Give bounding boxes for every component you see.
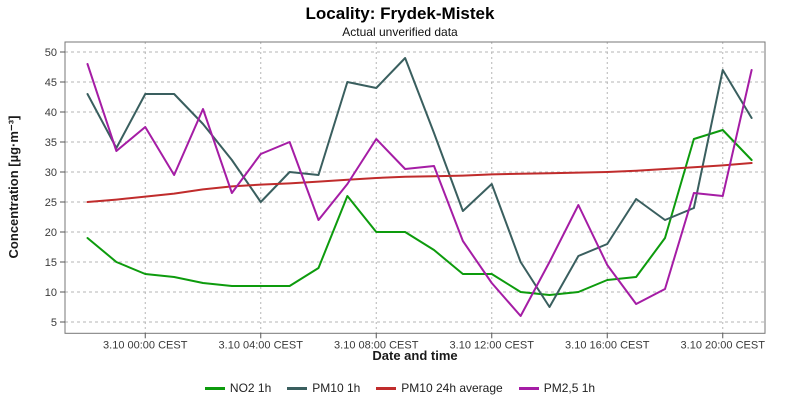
axis-ticks (60, 51, 724, 339)
x-tick-label: 3.10 20:00 CEST (681, 339, 766, 351)
y-tick-label: 20 (45, 227, 57, 239)
x-tick-label: 3.10 12:00 CEST (450, 339, 535, 351)
legend-swatch (287, 386, 308, 390)
x-tick-label: 3.10 00:00 CEST (103, 339, 188, 351)
legend-swatch (518, 386, 539, 390)
y-tick-label: 45 (45, 77, 57, 89)
y-tick-label: 25 (45, 197, 57, 209)
y-tick-label: 40 (45, 107, 57, 119)
series-lines (86, 57, 753, 317)
chart-subtitle: Actual unverified data (342, 25, 458, 39)
y-tick-label: 35 (45, 137, 57, 149)
y-tick-label: 15 (45, 257, 57, 269)
x-tick-label: 3.10 16:00 CEST (565, 339, 650, 351)
legend-label: PM2,5 1h (543, 381, 596, 395)
legend: NO2 1h PM10 1h PM10 24h average PM2,5 1h (0, 379, 800, 397)
x-tick-label: 3.10 04:00 CEST (219, 339, 304, 351)
y-tick-label: 10 (45, 287, 57, 299)
series-line-pm10-24h-average (86, 162, 753, 203)
legend-label: PM10 24h average (401, 381, 503, 395)
legend-item: NO2 1h (204, 381, 272, 395)
y-tick-label: 5 (51, 317, 57, 329)
series-line-no2-1h (86, 129, 753, 296)
y-tick-label: 50 (45, 47, 57, 59)
chart-title: Locality: Frydek-Mistek (306, 4, 495, 23)
legend-item: PM2,5 1h (518, 381, 596, 395)
series-line-pm2-5-1h (86, 63, 753, 317)
legend-item: PM10 24h average (376, 381, 503, 395)
x-tick-label: 3.10 08:00 CEST (334, 339, 419, 351)
legend-label: PM10 1h (312, 381, 361, 395)
y-axis-title: Concentration [µg·m⁻³] (6, 116, 21, 259)
legend-label: NO2 1h (229, 381, 272, 395)
series-line-pm10-1h (86, 57, 753, 308)
axis-tick-labels: 5 10 15 20 25 30 35 40 45 50 3.10 00:00 CEST 3.10 0… (45, 47, 765, 351)
legend-item: PM10 1h (287, 381, 360, 395)
plot-frame (64, 41, 766, 334)
x-axis-title: Date and time (372, 348, 457, 363)
legend-swatch (204, 386, 225, 390)
y-tick-label: 30 (45, 167, 57, 179)
legend-swatch (376, 386, 397, 390)
